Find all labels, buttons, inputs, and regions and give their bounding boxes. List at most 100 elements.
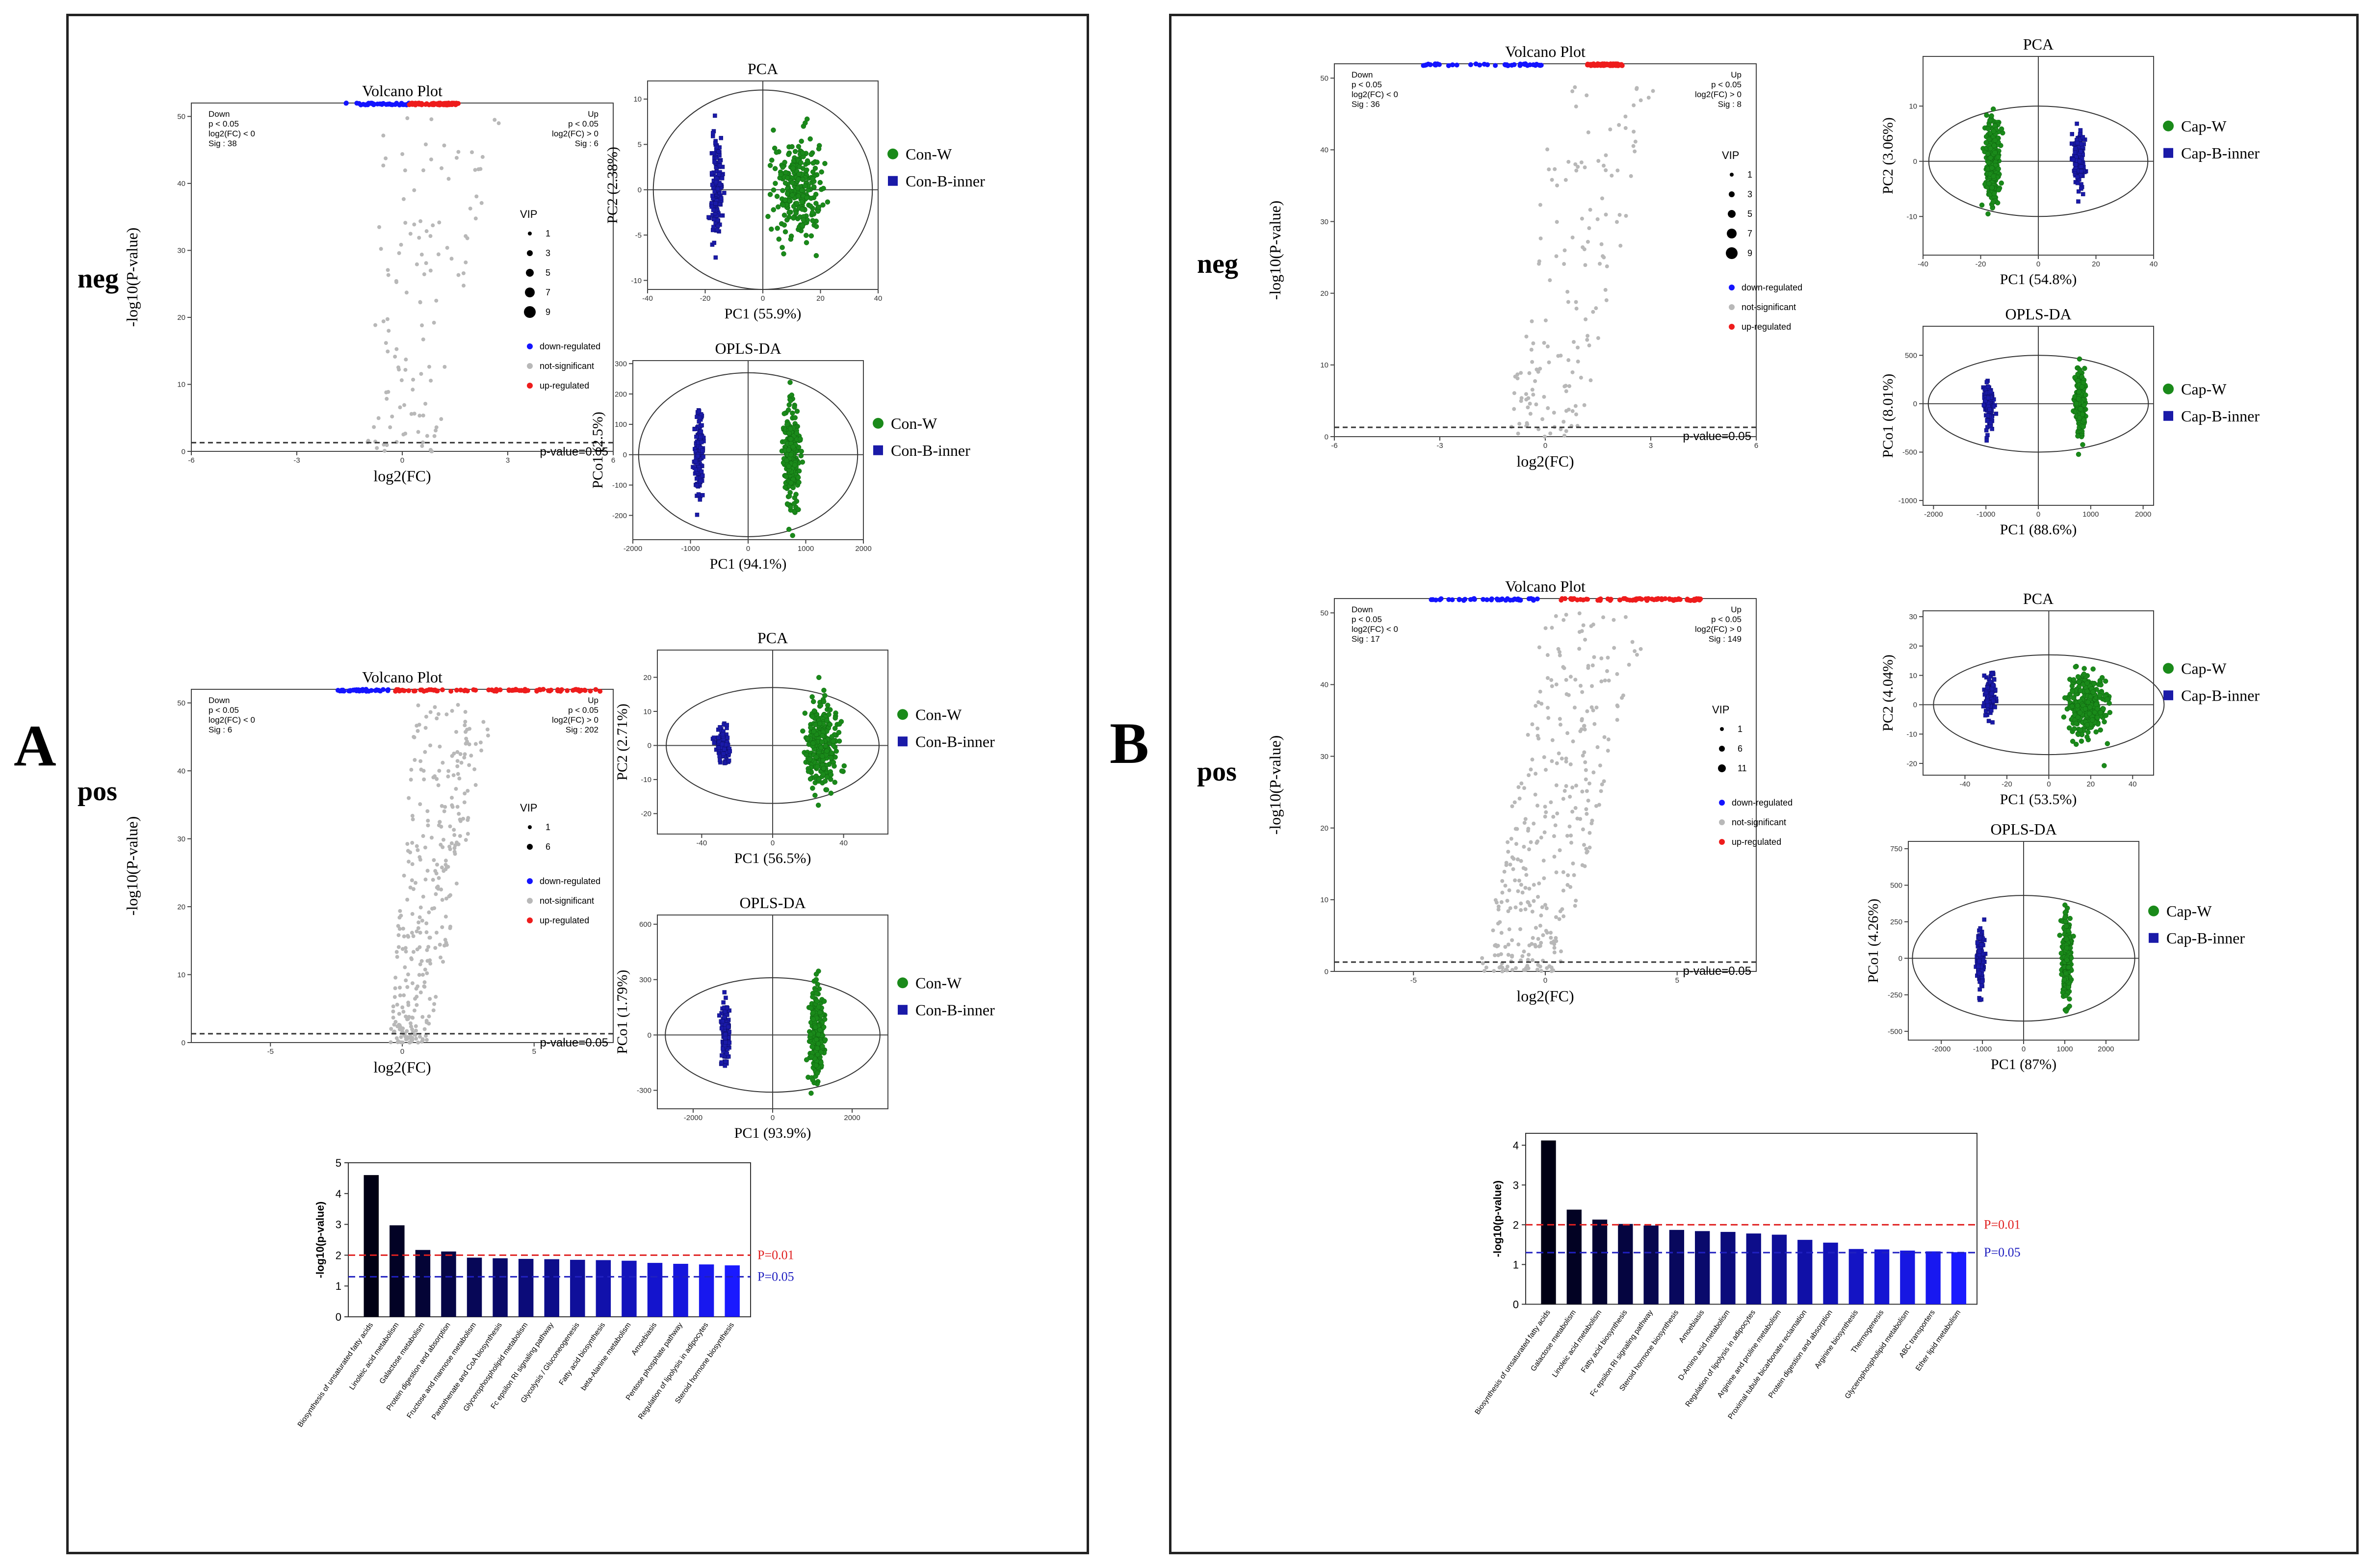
ns-point (415, 844, 419, 848)
blue-point (2069, 141, 2074, 146)
green-point (807, 136, 813, 142)
up-point (497, 687, 503, 693)
green-point (790, 533, 795, 538)
up-point (1595, 62, 1601, 68)
ns-point (410, 813, 415, 818)
ns-point (1585, 93, 1589, 98)
x-tick-label: -5 (1410, 976, 1417, 985)
green-point (2092, 709, 2098, 715)
x-tick-label: -40 (642, 294, 653, 303)
ns-point (1558, 653, 1562, 657)
ns-point (1534, 402, 1538, 407)
ns-point (1523, 886, 1528, 890)
ns-point (1499, 900, 1504, 904)
ns-point (1623, 615, 1628, 619)
ns-point (1506, 909, 1510, 914)
green-point (1991, 143, 1997, 148)
blue-point (1986, 719, 1991, 723)
blue-point (723, 1063, 728, 1068)
y-tick-label: 40 (1320, 146, 1328, 155)
green-point (2077, 368, 2083, 374)
green-point (2081, 666, 2087, 671)
ns-point (1561, 797, 1565, 801)
ns-point (1554, 614, 1558, 618)
down-info-line: log2(FC) < 0 (1352, 90, 1398, 99)
ns-point (461, 271, 466, 275)
ns-point (1574, 412, 1578, 417)
green-point (2090, 689, 2096, 695)
ns-point (1542, 755, 1546, 759)
ns-point (1571, 739, 1575, 744)
bar (570, 1259, 585, 1317)
up-point (448, 688, 454, 694)
legend-label: Cap-W (2181, 117, 2227, 135)
blue-point (1977, 987, 1982, 992)
ns-point (416, 729, 420, 733)
bar (364, 1175, 379, 1317)
green-point (795, 185, 801, 191)
ns-point (388, 425, 392, 429)
green-point (813, 991, 819, 996)
legend-marker (2163, 690, 2173, 701)
ns-point (1561, 618, 1566, 622)
ns-point (404, 978, 408, 983)
green-point (2073, 721, 2079, 726)
ns-point (382, 443, 386, 447)
down-info-line: Down (1352, 70, 1373, 79)
up-point (1619, 63, 1625, 68)
ns-point (1505, 965, 1509, 969)
green-point (786, 464, 792, 469)
ns-point (1585, 850, 1589, 855)
up-point (1694, 596, 1699, 601)
ns-point (448, 847, 452, 851)
ns-point (1595, 217, 1600, 221)
down-point (1482, 61, 1487, 67)
green-point (2064, 937, 2069, 942)
ns-point (1535, 839, 1540, 844)
ns-point (429, 117, 434, 122)
ns-point (1556, 647, 1561, 651)
down-point (1454, 62, 1459, 68)
ns-point (418, 962, 422, 967)
ns-point (399, 242, 403, 247)
green-point (775, 204, 781, 209)
ns-point (421, 834, 425, 838)
ns-point (432, 320, 436, 325)
green-point (792, 149, 798, 155)
green-point (781, 222, 787, 228)
up-point (440, 687, 445, 693)
down-info-line: Down (208, 696, 230, 705)
ns-point (1522, 786, 1527, 790)
green-point (807, 757, 813, 762)
ns-point (1543, 805, 1547, 809)
x-axis-label: log2(FC) (1516, 452, 1574, 470)
green-point (818, 1060, 824, 1065)
ns-point (434, 892, 438, 896)
up-point (1654, 596, 1659, 601)
ns-point (1481, 961, 1485, 966)
ns-point (1552, 939, 1556, 943)
ns-point (420, 440, 425, 444)
ns-point (425, 809, 430, 813)
ns-point (1591, 770, 1596, 775)
green-point (825, 703, 831, 708)
green-point (784, 458, 789, 463)
green-point (778, 172, 783, 178)
ns-point (1520, 890, 1525, 895)
ns-point (1554, 682, 1559, 687)
blue-point (1983, 398, 1988, 403)
green-point (831, 738, 836, 744)
y-tick-label: 40 (1320, 681, 1328, 689)
green-point (790, 444, 796, 450)
ns-point (496, 121, 501, 126)
ns-point (403, 221, 408, 225)
ns-point (1526, 900, 1531, 905)
ns-point (1562, 789, 1567, 793)
green-point (808, 725, 813, 731)
green-point (2098, 710, 2104, 715)
ns-point (432, 1002, 437, 1006)
ns-point (1531, 936, 1535, 940)
green-point (769, 157, 775, 163)
blue-point (727, 758, 731, 763)
ns-point (1503, 945, 1508, 949)
